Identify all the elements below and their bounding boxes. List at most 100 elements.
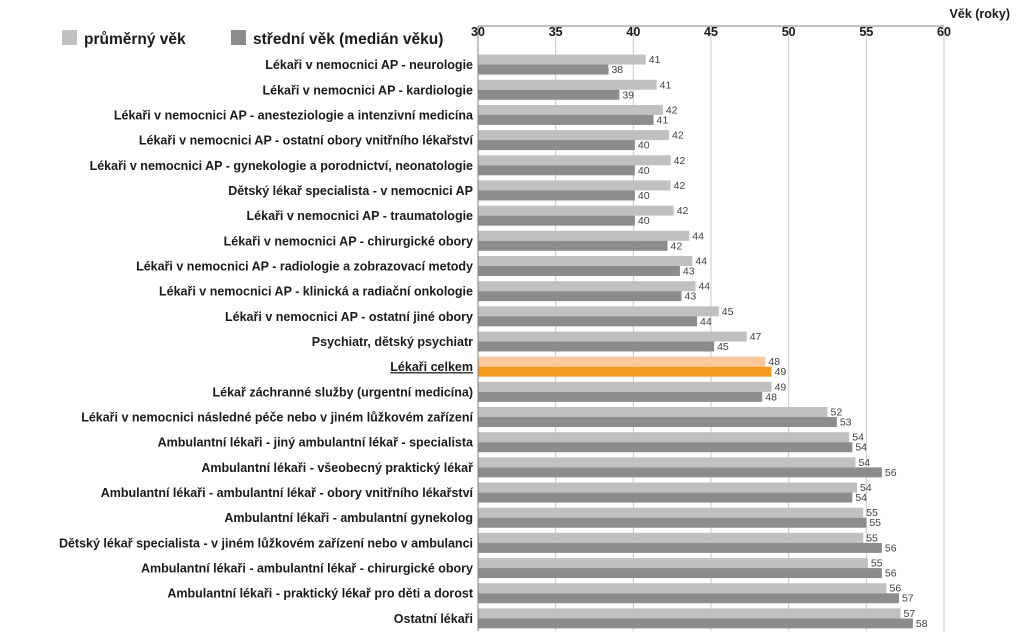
- bar-average: [478, 407, 828, 418]
- data-label: 43: [684, 291, 696, 303]
- tick-label: 45: [704, 25, 718, 39]
- data-label: 53: [840, 417, 852, 429]
- data-label: 55: [866, 532, 878, 544]
- data-label: 38: [611, 64, 623, 76]
- category-labels: Lékaři v nemocnici AP - neurologie Lékaři…: [59, 58, 474, 626]
- data-label: 44: [695, 255, 707, 267]
- data-label: 54: [858, 457, 870, 469]
- data-label: 54: [860, 482, 872, 494]
- category-label: Lékaři v nemocnici AP - ostatní obory vn…: [139, 134, 474, 148]
- tick-label: 35: [549, 25, 563, 39]
- data-label: 41: [657, 114, 669, 126]
- data-label: 56: [885, 568, 897, 580]
- data-label: 42: [672, 130, 684, 142]
- bar-average: [478, 255, 693, 266]
- gridlines: [477, 26, 945, 631]
- data-label: 42: [674, 155, 686, 167]
- bar-average: [478, 79, 657, 90]
- data-label: 55: [869, 517, 881, 529]
- bar-average: [478, 104, 663, 115]
- bar-median: [478, 341, 715, 352]
- bar-average: [478, 381, 772, 392]
- tick-label: 50: [782, 25, 796, 39]
- bar-average: [478, 532, 864, 543]
- data-label: 42: [674, 180, 686, 192]
- bar-median: [478, 442, 853, 453]
- bar-average: [478, 205, 674, 216]
- bar-average: [478, 331, 747, 342]
- data-label: 56: [885, 467, 897, 479]
- category-label: Lékař záchranné služby (urgentní medicín…: [213, 385, 473, 399]
- data-label: 49: [775, 366, 787, 378]
- category-label: Lékaři v nemocnici AP - gynekologie a po…: [90, 159, 473, 173]
- data-label: 41: [649, 54, 661, 66]
- data-label: 47: [750, 331, 762, 343]
- data-label: 57: [904, 608, 916, 620]
- data-label: 49: [775, 381, 787, 393]
- data-label: 56: [885, 542, 897, 554]
- category-label: Lékaři v nemocnici AP - traumatologie: [247, 209, 474, 223]
- category-label: Lékaři celkem: [390, 360, 473, 374]
- x-axis-title: Věk (roky): [950, 7, 1010, 21]
- data-label: 54: [852, 432, 864, 444]
- data-label: 55: [866, 507, 878, 519]
- bar-average: [478, 432, 850, 443]
- bar-average: [478, 230, 690, 241]
- category-label: Lékaři v nemocnici AP - anesteziologie a…: [114, 108, 474, 122]
- bar-median: [478, 64, 609, 75]
- data-label: 44: [692, 230, 704, 242]
- legend-swatch-average: [62, 30, 77, 45]
- data-label: 48: [768, 356, 780, 368]
- data-label: 43: [683, 265, 695, 277]
- category-label: Ostatní lékaři: [394, 612, 473, 626]
- legend-swatch-median: [231, 30, 246, 45]
- data-label: 40: [638, 190, 650, 202]
- x-axis: 30 35 40 45 50 55 60: [471, 25, 951, 631]
- bar-median: [478, 618, 913, 629]
- bar-median: [478, 316, 698, 327]
- bar-average: [478, 155, 671, 166]
- data-label: 42: [671, 240, 683, 252]
- bar-median: [478, 366, 772, 377]
- bar-average: [478, 356, 766, 367]
- bar-median: [478, 517, 867, 528]
- bar-median: [478, 291, 682, 302]
- category-label: Psychiatr, dětský psychiatr: [312, 335, 473, 349]
- bar-average: [478, 281, 696, 292]
- bar-average: [478, 457, 856, 468]
- bar-average: [478, 507, 864, 518]
- bars: 4138413942414240424042404240444244434443…: [478, 54, 928, 630]
- bar-median: [478, 190, 635, 201]
- data-label: 44: [700, 316, 712, 328]
- category-label: Ambulantní lékaři - všeobecný praktický …: [201, 461, 473, 475]
- data-label: 40: [638, 140, 650, 152]
- tick-label: 40: [626, 25, 640, 39]
- data-label: 45: [717, 341, 729, 353]
- legend-label-median: střední věk (medián věku): [253, 31, 443, 48]
- category-label: Lékaři v nemocnici AP - kardiologie: [263, 83, 474, 97]
- tick-label: 60: [937, 25, 951, 39]
- bar-median: [478, 89, 620, 100]
- data-label: 40: [638, 215, 650, 227]
- bar-median: [478, 492, 853, 503]
- bar-average: [478, 130, 670, 141]
- category-label: Lékaři v nemocnici AP - chirurgické obor…: [224, 234, 473, 248]
- tick-label: 55: [859, 25, 873, 39]
- bar-average: [478, 306, 719, 317]
- category-label: Dětský lékař specialista - v jiném lůžko…: [59, 536, 473, 550]
- data-label: 54: [855, 492, 867, 504]
- data-label: 41: [660, 79, 672, 91]
- data-label: 52: [831, 407, 843, 419]
- bar-median: [478, 114, 654, 125]
- legend: průměrný věk střední věk (medián věku): [62, 30, 443, 48]
- data-label: 39: [622, 89, 634, 101]
- bar-average: [478, 482, 858, 493]
- bar-average: [478, 583, 887, 594]
- category-label: Ambulantní lékaři - jiný ambulantní léka…: [158, 436, 474, 450]
- category-label: Ambulantní lékaři - ambulantní lékař - o…: [101, 486, 474, 500]
- data-label: 57: [902, 593, 914, 605]
- bar-median: [478, 391, 763, 402]
- data-label: 56: [890, 583, 902, 595]
- bar-median: [478, 417, 837, 428]
- bar-median: [478, 240, 668, 251]
